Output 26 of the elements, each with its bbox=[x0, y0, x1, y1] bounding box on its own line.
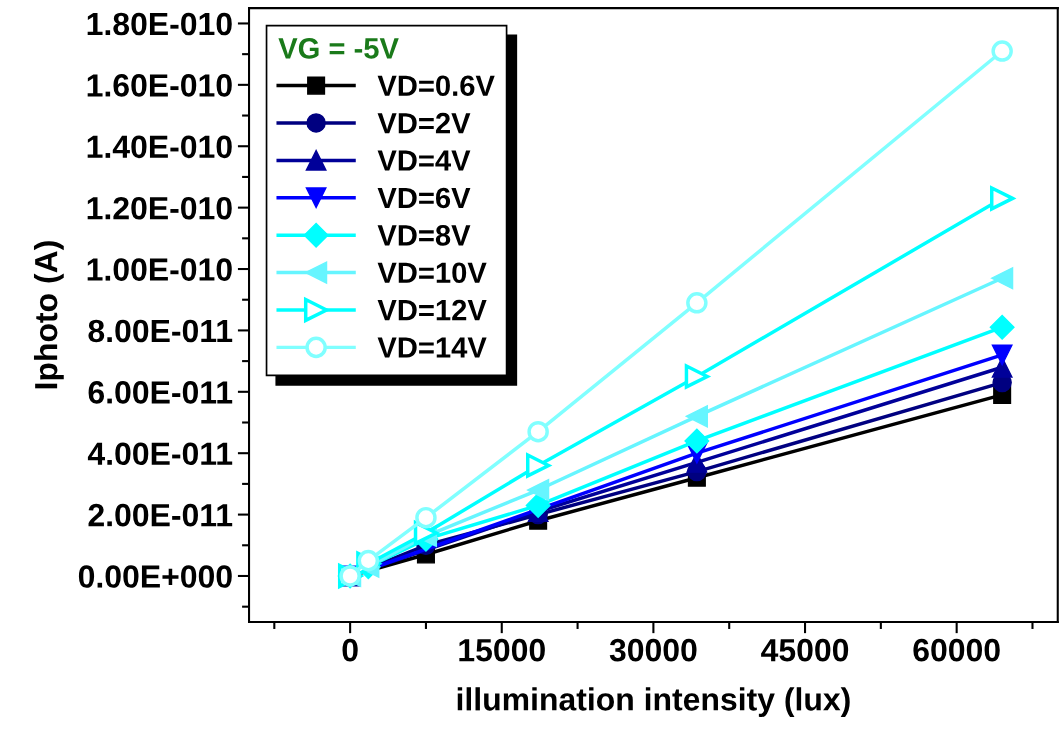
legend-label: VD=6V bbox=[377, 187, 471, 209]
y-tick-label: 1.80E-010 bbox=[87, 12, 232, 36]
y-tick-label: 4.00E-011 bbox=[87, 442, 233, 466]
x-tick-label: 30000 bbox=[609, 638, 697, 662]
y-tick-label: 6.00E-011 bbox=[88, 381, 233, 404]
legend-label: VD=12V bbox=[377, 299, 487, 321]
x-tick-label: 45000 bbox=[761, 638, 849, 662]
y-axis-title: Iphoto (A) bbox=[33, 241, 64, 389]
y-tick-label: 0.00E+000 bbox=[78, 565, 232, 588]
legend-label: VD=0.6V bbox=[377, 75, 495, 97]
y-tick-label: 1.20E-010 bbox=[87, 196, 232, 220]
x-axis-title: illumination intensity (lux) bbox=[457, 687, 850, 717]
y-tick-label: 1.00E-010 bbox=[87, 258, 232, 281]
legend-label: VD=2V bbox=[377, 112, 471, 134]
legend-title: VG = -5V bbox=[278, 38, 399, 59]
legend-label: VD=8V bbox=[377, 225, 471, 246]
x-tick-label: 60000 bbox=[913, 638, 1000, 662]
legend-label: VD=14V bbox=[377, 337, 487, 358]
x-tick-label: 15000 bbox=[459, 638, 545, 662]
y-tick-label: 2.00E-011 bbox=[88, 503, 233, 527]
legend-label: VD=10V bbox=[377, 262, 487, 284]
x-tick-label: 0 bbox=[342, 638, 358, 662]
y-tick-label: 8.00E-011 bbox=[88, 319, 233, 343]
y-tick-label: 1.60E-010 bbox=[87, 74, 232, 97]
y-tick-label: 1.40E-010 bbox=[87, 135, 232, 159]
legend-label: VD=4V bbox=[377, 150, 471, 171]
